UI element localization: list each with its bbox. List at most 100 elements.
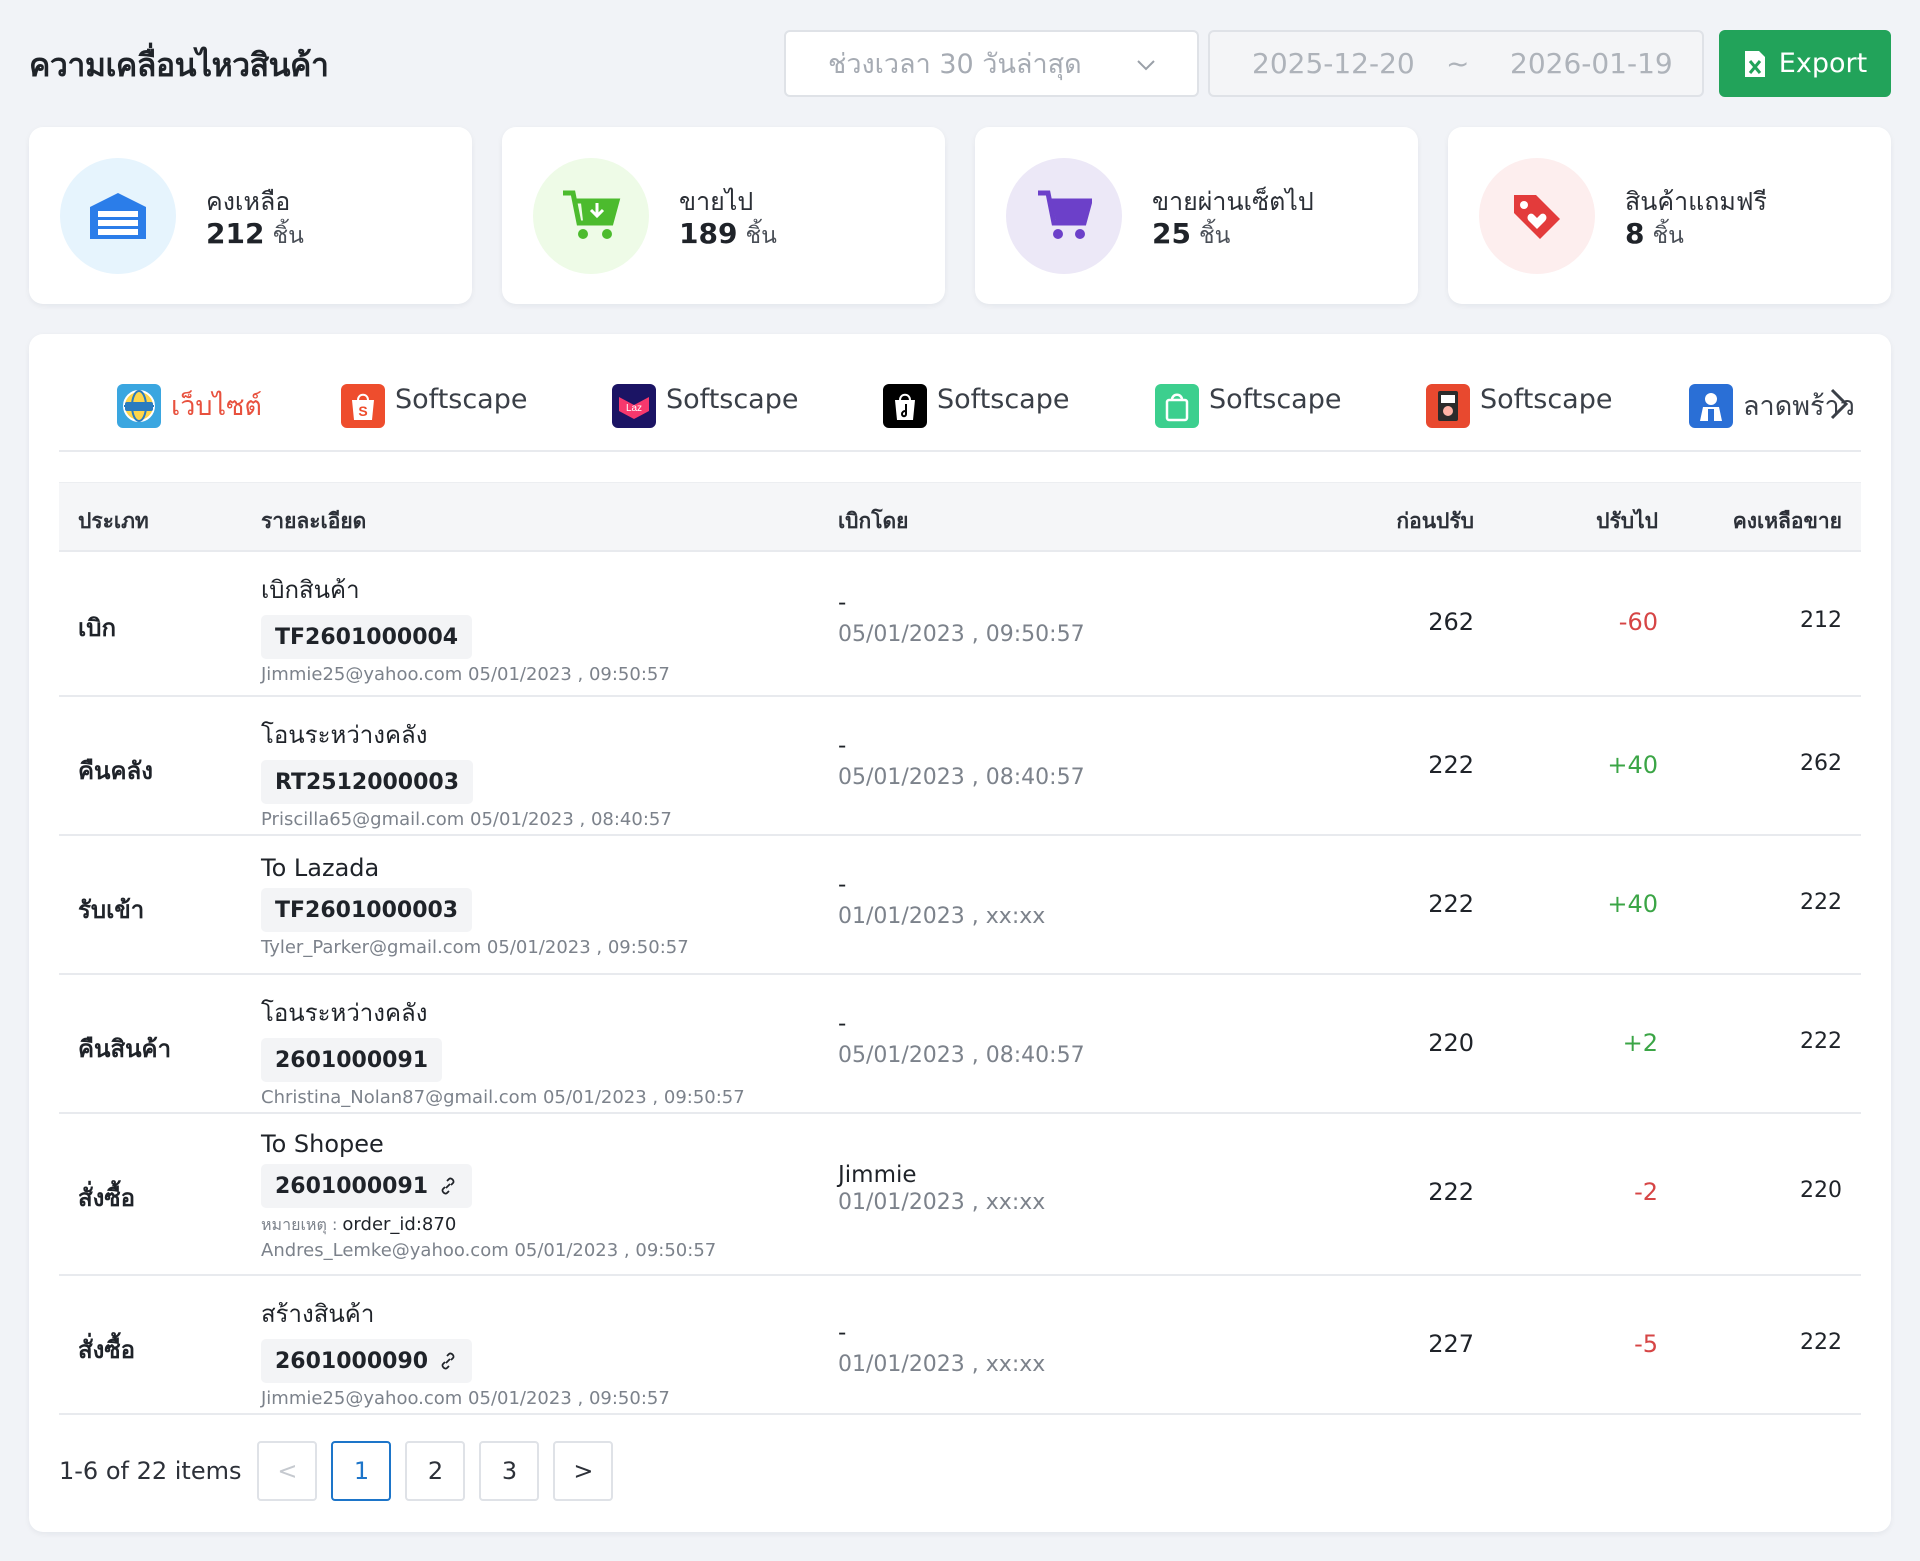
export-button[interactable]: Export — [1719, 30, 1891, 97]
page-button[interactable]: 3 — [479, 1441, 540, 1501]
date-from[interactable]: 2025-12-20 — [1252, 47, 1415, 80]
export-label: Export — [1778, 48, 1868, 79]
page-button[interactable]: 2 — [405, 1441, 466, 1501]
page-title: ความเคลื่อนไหวสินค้า — [29, 46, 329, 84]
table-row: คืนสินค้า โอนระหว่างคลัง 2601000091 Chri… — [59, 975, 1861, 1114]
pagination-summary: 1-6 of 22 items — [59, 1457, 242, 1485]
value-adjust: -60 — [1618, 608, 1658, 636]
value-before: 262 — [1428, 608, 1474, 636]
code-text: 2601000090 — [275, 1348, 429, 1374]
stat-label: สินค้าแถมฟรี — [1625, 187, 1767, 216]
by-time: 01/01/2023 , xx:xx — [838, 904, 1046, 929]
document-code[interactable]: TF2601000003 — [261, 888, 473, 932]
tab-shopee[interactable]: S Softscape — [341, 384, 527, 450]
line-shop-icon — [1155, 384, 1199, 428]
code-text: 2601000091 — [275, 1047, 429, 1073]
tag-heart-icon — [1479, 158, 1595, 274]
link-icon[interactable] — [438, 1176, 458, 1196]
row-title: To Lazada — [261, 854, 380, 882]
next-page-button[interactable]: > — [553, 1441, 614, 1501]
table-row: เบิก เบิกสินค้า TF2601000004 Jimmie25@ya… — [59, 552, 1861, 697]
stat-card-free-gift: สินค้าแถมฟรี 8 ชิ้น — [1448, 127, 1891, 304]
value-adjust: -5 — [1634, 1330, 1658, 1358]
row-title: To Shopee — [261, 1130, 384, 1158]
stat-value: 25 ชิ้น — [1152, 217, 1231, 250]
row-detail: โอนระหว่างคลัง 2601000091 Christina_Nola… — [261, 993, 745, 1108]
row-detail: To Lazada TF2601000003 Tyler_Parker@gmai… — [261, 854, 689, 958]
row-type: สั่งซื้อ — [78, 1184, 136, 1212]
col-detail: รายละเอียด — [261, 509, 367, 533]
tab-ladprao[interactable]: ลาดพร้าว — [1689, 384, 1855, 450]
date-range-picker[interactable]: 2025-12-20 ~ 2026-01-19 — [1208, 30, 1704, 97]
tab-lazada[interactable]: Laz Softscape — [612, 384, 798, 450]
tab-tiktok[interactable]: Softscape — [883, 384, 1069, 450]
tab-label: Softscape — [1480, 384, 1613, 415]
tab-lineshop[interactable]: Softscape — [1155, 384, 1341, 450]
tiktok-shop-icon — [883, 384, 927, 428]
row-detail: สร้างสินค้า 2601000090 Jimmie25@yahoo.co… — [261, 1294, 670, 1409]
shopee-icon: S — [341, 384, 385, 428]
stat-value: 189 ชิ้น — [679, 217, 777, 250]
stat-value: 212 ชิ้น — [206, 217, 304, 250]
excel-icon — [1744, 50, 1765, 77]
chevron-right-icon[interactable] — [1824, 384, 1854, 424]
col-remain: คงเหลือขาย — [1732, 509, 1842, 533]
document-code[interactable]: 2601000091 — [261, 1038, 443, 1082]
code-text: 2601000091 — [275, 1173, 429, 1199]
row-meta: Priscilla65@gmail.com 05/01/2023 , 08:40… — [261, 809, 672, 830]
document-code[interactable]: 2601000091 — [261, 1164, 473, 1208]
row-detail: เบิกสินค้า TF2601000004 Jimmie25@yahoo.c… — [261, 570, 670, 685]
tab-label: Softscape — [937, 384, 1070, 415]
tab-label: เว็บไซต์ — [171, 391, 262, 422]
row-meta: Christina_Nolan87@gmail.com 05/01/2023 ,… — [261, 1087, 745, 1108]
document-code[interactable]: 2601000090 — [261, 1339, 473, 1383]
value-remain: 222 — [1800, 890, 1842, 915]
warehouse-icon — [60, 158, 176, 274]
stat-label: ขายไป — [679, 187, 754, 216]
by-name: - — [838, 872, 847, 898]
row-by: - 01/01/2023 , xx:xx — [838, 1320, 1045, 1377]
by-name: Jimmie — [838, 1162, 917, 1188]
table-row: คืนคลัง โอนระหว่างคลัง RT2512000003 Pris… — [59, 697, 1861, 836]
period-select[interactable]: ช่วงเวลา 30 วันล่าสุด — [784, 30, 1199, 97]
by-time: 05/01/2023 , 08:40:57 — [838, 1043, 1085, 1068]
code-text: TF2601000004 — [275, 624, 459, 650]
by-name: - — [838, 1011, 847, 1037]
channel-tabs: เว็บไซต์ S Softscape Laz Softscape Softs… — [59, 374, 1861, 491]
col-adjust: ปรับไป — [1596, 509, 1658, 533]
row-meta: Andres_Lemke@yahoo.com 05/01/2023 , 09:5… — [261, 1240, 717, 1261]
svg-text:S: S — [358, 403, 367, 419]
row-by: - 05/01/2023 , 08:40:57 — [838, 1011, 1085, 1068]
period-select-value: ช่วงเวลา 30 วันล่าสุด — [828, 49, 1082, 80]
prev-page-button[interactable]: < — [257, 1441, 318, 1501]
stat-card-sold: ขายไป 189 ชิ้น — [502, 127, 945, 304]
document-code[interactable]: RT2512000003 — [261, 760, 474, 804]
tab-website[interactable]: เว็บไซต์ — [117, 384, 262, 450]
row-type: สั่งซื้อ — [78, 1336, 136, 1364]
value-before: 222 — [1428, 1178, 1474, 1206]
tab-pos[interactable]: Softscape — [1426, 384, 1612, 450]
row-title: โอนระหว่างคลัง — [261, 999, 428, 1027]
row-type: คืนคลัง — [78, 757, 153, 785]
page-button[interactable]: 1 — [331, 1441, 392, 1501]
row-by: Jimmie 01/01/2023 , xx:xx — [838, 1162, 1045, 1215]
row-by: - 05/01/2023 , 09:50:57 — [838, 590, 1085, 647]
cart-download-icon — [533, 158, 649, 274]
link-icon[interactable] — [438, 1351, 458, 1371]
pos-icon — [1426, 384, 1470, 428]
value-remain: 222 — [1800, 1029, 1842, 1054]
stat-card-remaining: คงเหลือ 212 ชิ้น — [29, 127, 472, 304]
row-by: - 01/01/2023 , xx:xx — [838, 872, 1045, 929]
document-code[interactable]: TF2601000004 — [261, 615, 473, 659]
code-text: RT2512000003 — [275, 769, 460, 795]
stat-label: คงเหลือ — [206, 187, 291, 216]
pagination: 1-6 of 22 items < 1 2 3 > — [59, 1441, 627, 1501]
value-remain: 262 — [1800, 751, 1842, 776]
by-name: - — [838, 733, 847, 759]
col-by: เบิกโดย — [838, 509, 909, 533]
date-to[interactable]: 2026-01-19 — [1510, 47, 1673, 80]
row-by: - 05/01/2023 , 08:40:57 — [838, 733, 1085, 790]
cart-icon — [1006, 158, 1122, 274]
date-separator: ~ — [1446, 47, 1470, 80]
row-title: สร้างสินค้า — [261, 1300, 375, 1328]
